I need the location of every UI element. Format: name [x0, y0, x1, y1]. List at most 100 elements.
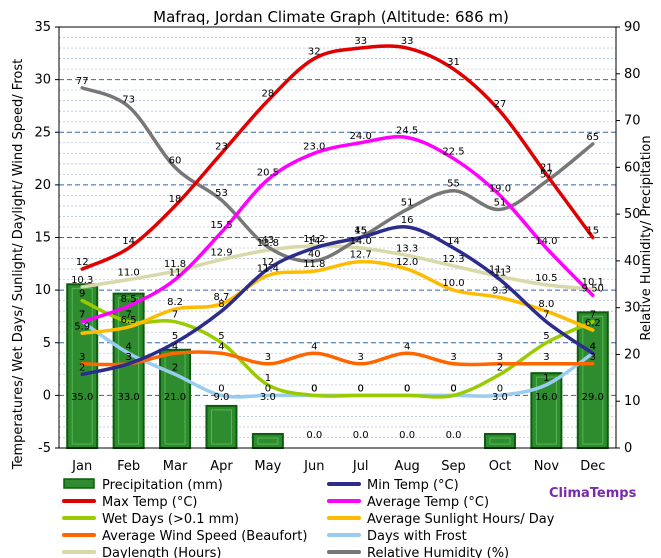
data-label-wet-days-0-1-mm: 0 [311, 383, 317, 394]
data-label-relative-humidity: 43 [262, 235, 275, 246]
x-tick-label: Dec [580, 459, 605, 474]
data-label-daylength-hours: 12.3 [442, 254, 464, 265]
x-tick-label: Feb [117, 459, 140, 474]
x-tick-label: Sep [441, 459, 466, 474]
data-label-precipitation-mm: 0.0 [399, 430, 415, 441]
data-label-days-with-frost: 0 [218, 383, 224, 394]
y-left-tick-label: 15 [34, 231, 51, 246]
data-label-average-temp-c: 20.5 [257, 168, 279, 179]
y-left-tick-label: 35 [34, 20, 51, 35]
data-label-average-temp-c: 14.0 [535, 236, 557, 247]
legend-label-daylength-hours: Daylength (Hours) [102, 546, 221, 558]
data-label-average-wind-speed-beaufort: 3 [450, 352, 456, 363]
data-label-precipitation-mm: 35.0 [71, 392, 93, 403]
precipitation-bar-highlight [489, 437, 511, 445]
x-tick-label: Jan [71, 459, 92, 474]
data-label-relative-humidity: 45 [354, 226, 367, 237]
data-label-max-temp-c: 14 [122, 236, 135, 247]
data-label-min-temp-c: 3 [125, 352, 131, 363]
data-label-min-temp-c: 12 [262, 257, 275, 268]
data-label-average-temp-c: 8.5 [121, 294, 137, 305]
legend-label-precipitation-mm: Precipitation (mm) [102, 478, 223, 493]
data-label-min-temp-c: 4 [590, 341, 596, 352]
series-line-average-wind-speed-beaufort [80, 350, 595, 367]
data-label-precipitation-mm: 16.0 [535, 392, 557, 403]
x-tick-label: Nov [534, 459, 560, 474]
data-label-wet-days-0-1-mm: 5 [218, 331, 224, 342]
data-label-wet-days-0-1-mm: 5 [543, 331, 549, 342]
series-line-max-temp-c [80, 44, 595, 271]
data-label-daylength-hours: 13.3 [396, 243, 418, 254]
data-label-max-temp-c: 31 [447, 57, 460, 68]
data-label-average-sunlight-hours-day: 8.0 [538, 299, 554, 310]
data-label-precipitation-mm: 9.0 [214, 392, 230, 403]
data-label-max-temp-c: 12 [76, 257, 89, 268]
data-label-average-sunlight-hours-day: 6.2 [585, 318, 601, 329]
data-label-relative-humidity: 53 [215, 188, 228, 199]
y-left-tick-label: 0 [43, 388, 51, 403]
data-label-average-wind-speed-beaufort: 3 [125, 352, 131, 363]
legend-label-average-temp-c: Average Temp (°C) [367, 495, 489, 510]
data-label-daylength-hours: 10.5 [535, 273, 557, 284]
data-label-relative-humidity: 51 [401, 197, 414, 208]
y-left-tick-label: -5 [38, 441, 51, 456]
data-label-days-with-frost: 0 [497, 383, 503, 394]
series-line-daylength-hours [80, 244, 595, 291]
data-label-average-wind-speed-beaufort: 4 [172, 341, 178, 352]
data-label-max-temp-c: 33 [401, 36, 414, 47]
data-label-precipitation-mm: 0.0 [353, 430, 369, 441]
data-label-average-wind-speed-beaufort: 3 [543, 352, 549, 363]
brand-logo-text: ClimaTemps [549, 486, 637, 501]
data-label-precipitation-mm: 33.0 [117, 392, 139, 403]
x-tick-label: Oct [489, 459, 511, 474]
y-right-tick-label: 40 [624, 254, 641, 269]
precipitation-bar-highlight [582, 315, 604, 445]
data-label-relative-humidity: 55 [447, 179, 460, 190]
data-label-average-wind-speed-beaufort: 3 [79, 352, 85, 363]
data-label-daylength-hours: 13.8 [257, 238, 279, 249]
series-line-min-temp-c [80, 225, 595, 377]
data-label-days-with-frost: 2 [172, 362, 178, 373]
series-line-relative-humidity [80, 86, 595, 263]
y-right-tick-label: 30 [624, 301, 641, 316]
data-label-average-wind-speed-beaufort: 4 [311, 341, 317, 352]
data-label-precipitation-mm: 29.0 [582, 392, 604, 403]
data-label-wet-days-0-1-mm: 7 [590, 310, 596, 321]
data-label-wet-days-0-1-mm: 7 [172, 310, 178, 321]
data-label-max-temp-c: 15 [586, 226, 599, 237]
data-label-average-temp-c: 11 [169, 268, 182, 279]
y-left-tick-label: 5 [43, 336, 51, 351]
data-label-daylength-hours: 10.3 [71, 275, 93, 286]
data-label-min-temp-c: 16 [401, 215, 414, 226]
y-right-tick-label: 10 [624, 394, 641, 409]
y-right-tick-label: 60 [624, 160, 641, 175]
data-label-average-sunlight-hours-day: 8.2 [167, 297, 183, 308]
y-left-tick-label: 30 [34, 73, 51, 88]
data-label-precipitation-mm: 0.0 [446, 430, 462, 441]
data-label-daylength-hours: 14.0 [350, 236, 372, 247]
data-label-daylength-hours: 11.0 [117, 268, 139, 279]
data-label-days-with-frost: 1 [543, 373, 549, 384]
data-label-days-with-frost: 4 [125, 341, 131, 352]
data-label-average-temp-c: 24.5 [396, 126, 418, 137]
data-label-precipitation-mm: 3.0 [492, 392, 508, 403]
data-label-average-sunlight-hours-day: 11.8 [303, 259, 325, 270]
data-label-min-temp-c: 14 [447, 236, 460, 247]
data-label-max-temp-c: 27 [494, 99, 507, 110]
data-label-max-temp-c: 21 [540, 162, 553, 173]
data-label-days-with-frost: 0 [404, 383, 410, 394]
data-label-max-temp-c: 32 [308, 47, 321, 58]
legend-label-max-temp-c: Max Temp (°C) [102, 495, 198, 510]
data-label-average-temp-c: 19.0 [489, 183, 511, 194]
y-left-tick-label: 25 [34, 125, 51, 140]
y-right-tick-label: 80 [624, 67, 641, 82]
data-label-min-temp-c: 11 [494, 268, 507, 279]
legend-label-min-temp-c: Min Temp (°C) [367, 478, 459, 493]
data-label-average-wind-speed-beaufort: 3 [358, 352, 364, 363]
x-tick-label: Apr [210, 459, 233, 474]
data-label-min-temp-c: 5 [172, 331, 178, 342]
data-label-wet-days-0-1-mm: 0 [404, 383, 410, 394]
data-label-min-temp-c: 8 [218, 299, 224, 310]
